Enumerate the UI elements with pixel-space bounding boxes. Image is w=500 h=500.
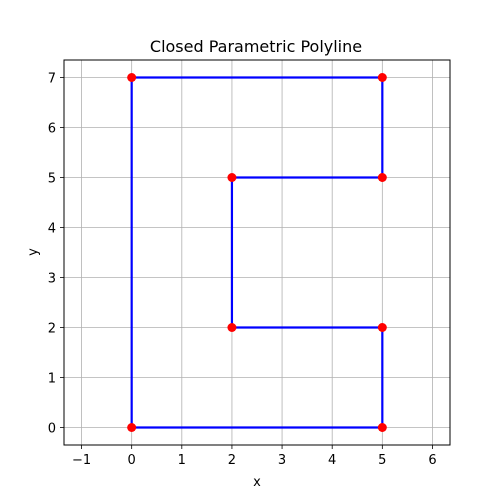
x-axis-label: x — [253, 475, 261, 490]
y-tick-label: 0 — [48, 422, 56, 437]
vertex-marker — [127, 73, 136, 82]
axis-ticks: −1 0 1 2 3 4 5 6 0 1 2 3 4 5 6 7 — [48, 72, 437, 469]
y-axis-label: y — [26, 248, 41, 256]
y-tick-label: 3 — [48, 272, 56, 287]
x-tick-label: 6 — [428, 453, 436, 468]
x-tick-label: 5 — [378, 453, 386, 468]
x-tick-label: 3 — [278, 453, 286, 468]
x-tick-label: 1 — [178, 453, 186, 468]
vertex-marker — [227, 323, 236, 332]
x-tick-label: −1 — [72, 453, 91, 468]
y-tick-label: 7 — [48, 72, 56, 87]
x-tick-label: 4 — [328, 453, 336, 468]
polyline-path — [132, 78, 383, 428]
y-tick-label: 1 — [48, 372, 56, 387]
vertex-marker — [227, 173, 236, 182]
plot-area-frame — [64, 60, 450, 445]
chart-title: Closed Parametric Polyline — [150, 37, 362, 56]
y-tick-label: 2 — [48, 322, 56, 337]
x-tick-label: 0 — [128, 453, 136, 468]
vertex-marker — [378, 323, 387, 332]
x-tick-label: 2 — [228, 453, 236, 468]
y-tick-label: 4 — [48, 222, 56, 237]
vertex-marker — [378, 173, 387, 182]
y-tick-label: 6 — [48, 122, 56, 137]
grid — [64, 60, 450, 445]
y-tick-label: 5 — [48, 172, 56, 187]
vertex-marker — [378, 423, 387, 432]
vertex-marker — [378, 73, 387, 82]
polyline-series — [127, 73, 387, 432]
vertex-marker — [127, 423, 136, 432]
